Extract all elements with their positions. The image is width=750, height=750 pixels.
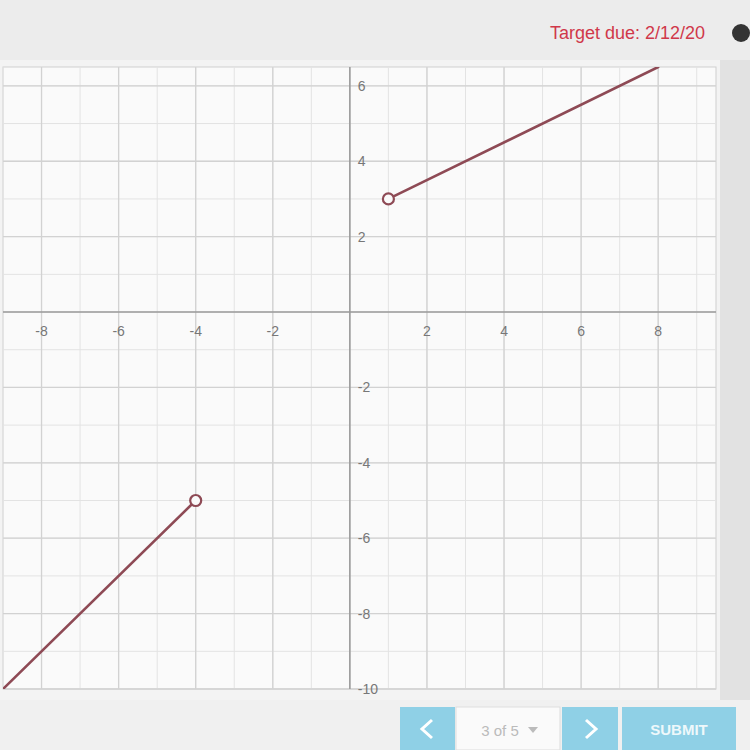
pager-caret: [528, 727, 538, 733]
x-tick-label: 4: [500, 323, 508, 339]
minor-grid-line: [41, 67, 42, 689]
x-grid-line: [195, 67, 196, 689]
minor-grid-line: [311, 67, 312, 689]
y-tick-label: -4: [358, 455, 371, 471]
x-grid-line: [426, 67, 427, 689]
y-tick-label: -10: [358, 681, 378, 697]
minor-grid-line: [3, 500, 716, 501]
minor-grid-line: [3, 67, 4, 689]
open-endpoint: [190, 495, 201, 506]
next-icon: [586, 720, 596, 738]
minor-grid-line: [3, 198, 716, 199]
next-button[interactable]: [562, 707, 618, 750]
open-endpoint: [383, 193, 394, 204]
minor-grid-line: [157, 67, 158, 689]
minor-grid-line: [234, 67, 235, 689]
grid: [3, 67, 716, 689]
x-tick-label: 2: [423, 323, 431, 339]
minor-grid-line: [388, 67, 389, 689]
y-tick-label: -2: [358, 379, 371, 395]
minor-grid-line: [658, 67, 659, 689]
x-grid-line: [658, 67, 659, 689]
minor-grid-line: [3, 274, 716, 275]
top-bar: [0, 0, 750, 60]
y-tick-label: 6: [358, 78, 366, 94]
x-grid-line: [580, 67, 581, 689]
data-group: [3, 67, 658, 689]
minor-grid-line: [3, 575, 716, 576]
minor-grid-line: [3, 349, 716, 350]
footer-bar: [0, 700, 750, 750]
minor-grid-line: [3, 312, 716, 313]
x-grid-line: [272, 67, 273, 689]
prev-icon: [422, 720, 432, 738]
minor-grid-line: [696, 67, 697, 689]
prev-button[interactable]: [400, 707, 455, 750]
minor-grid-line: [349, 67, 350, 689]
side-border: [720, 60, 750, 700]
y-tick-label: -8: [358, 606, 371, 622]
minor-grid-line: [619, 67, 620, 689]
due-date: Target due: 2/12/20: [550, 23, 705, 43]
pager-box[interactable]: [456, 707, 560, 750]
y-tick-label: 4: [358, 153, 366, 169]
x-tick-label: -6: [112, 323, 125, 339]
x-tick-label: -2: [267, 323, 280, 339]
minor-grid-line: [272, 67, 273, 689]
submit-label: SUBMIT: [650, 721, 708, 738]
minor-grid-line: [80, 67, 81, 689]
screen: Target due: 2/12/20 -8 -6 -4 -2 2 4 6 8 -10 -8 -6 -4…: [0, 0, 750, 750]
y-tick-label: 2: [358, 229, 366, 245]
x-tick-label: 6: [577, 323, 585, 339]
minor-grid-line: [3, 123, 716, 124]
x-grid-line: [503, 67, 504, 689]
y-axis: [349, 67, 351, 689]
info-icon: [732, 24, 750, 42]
pager-label: 3 of 5: [481, 722, 519, 739]
minor-grid-line: [3, 425, 716, 426]
submit-button[interactable]: [622, 707, 736, 750]
minor-grid-line: [581, 67, 582, 689]
x-grid-line: [41, 67, 42, 689]
background: [0, 0, 750, 750]
x-grid-line: [118, 67, 119, 689]
line-segment: [3, 501, 196, 689]
x-tick-label: 8: [654, 323, 662, 339]
x-axis: [3, 311, 716, 313]
minor-grid-line: [118, 67, 119, 689]
y-tick-label: -6: [358, 530, 371, 546]
plot-frame: [3, 67, 716, 689]
minor-grid-line: [426, 67, 427, 689]
page: Target due: 2/12/20 -8 -6 -4 -2 2 4 6 8 -10 -8 -6 -4…: [0, 0, 750, 750]
minor-grid-line: [504, 67, 505, 689]
minor-grid-line: [3, 651, 716, 652]
line-segment: [388, 67, 658, 199]
x-tick-label: -4: [189, 323, 202, 339]
x-tick-label: -8: [35, 323, 48, 339]
minor-grid-line: [195, 67, 196, 689]
minor-grid-line: [542, 67, 543, 689]
